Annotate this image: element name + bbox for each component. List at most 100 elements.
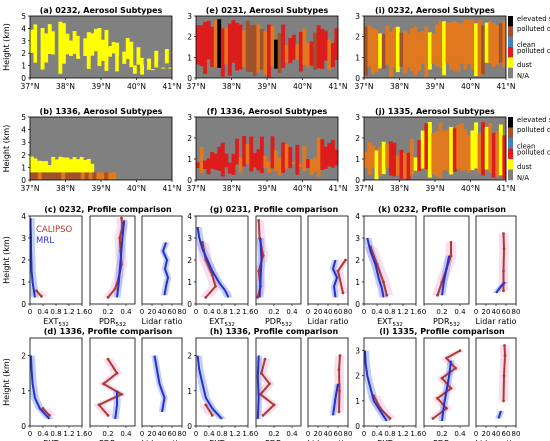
- heatmap-cell: [54, 20, 59, 75]
- y-tick-label: 2: [187, 33, 192, 42]
- heatmap-cell: [459, 23, 464, 64]
- heatmap-cell: [385, 26, 390, 65]
- heatmap-cell: [65, 172, 70, 180]
- heatmap-cell: [108, 172, 113, 180]
- x-tick-label: 39°N: [258, 82, 277, 91]
- calipso-line-point: [204, 296, 208, 299]
- heatmap-cell: [157, 63, 162, 65]
- mrl-line: [256, 355, 260, 420]
- y-tick-label: 2: [355, 134, 360, 143]
- subplot-frame: [141, 215, 183, 305]
- heatmap-cell: [168, 172, 173, 180]
- calipso-line-point: [454, 366, 457, 370]
- heatmap-cell: [481, 122, 485, 176]
- heatmap-cell: [118, 169, 123, 180]
- heatmap-panel-f: (f) 1336, Aerosol Subtypes 0 1 2 3 37°N 38°N 39…: [187, 107, 348, 193]
- heatmap-cell: [442, 130, 446, 170]
- heatmap-cell: [491, 132, 496, 178]
- aerosol-legend-legend_b: elevated somke polluted dust cleanpolluted…: [508, 116, 550, 182]
- y-tick-label: 2: [355, 33, 360, 42]
- calipso-line-point: [388, 417, 392, 420]
- heatmap-cell: [136, 47, 141, 65]
- heatmap-cell: [392, 142, 397, 177]
- y-tick-label: 1: [187, 387, 192, 396]
- heatmap-cell: [51, 156, 56, 180]
- calipso-line-point: [261, 414, 265, 417]
- calipso-line-point: [338, 354, 342, 357]
- heatmap-cell: [238, 157, 243, 173]
- mrl-line: [332, 383, 339, 416]
- calipso-line-point: [118, 236, 122, 240]
- heatmap-cell: [371, 28, 375, 74]
- calipso-line-point: [502, 232, 505, 236]
- mrl-line: [161, 242, 170, 296]
- x-tick-label: 37°N: [187, 82, 206, 91]
- x-tick-label: 39°N: [92, 82, 111, 91]
- x-tick-label: 0.4: [454, 430, 466, 438]
- x-tick-label: 20: [314, 308, 323, 316]
- x-axis-label-subscript: 532: [282, 322, 293, 328]
- y-tick-label: 1: [21, 387, 26, 396]
- heatmap-cell: [164, 49, 169, 64]
- panel-title: (l) 1335, Profile comparison: [379, 327, 505, 336]
- heatmap-cell: [90, 33, 95, 56]
- heatmap-cell: [470, 130, 475, 171]
- heatmap-cell: [466, 135, 471, 173]
- heatmap-cell: [320, 139, 325, 170]
- calipso-line-point: [436, 396, 439, 400]
- heatmap-panel-i: (i) 0232, Aerosol Subtypes 0 1 2 3 37°N 38°N 39…: [355, 6, 516, 91]
- x-tick-label: 0.4: [203, 308, 215, 316]
- mrl-line: [366, 237, 385, 298]
- x-tick-label: 1.2: [229, 430, 240, 438]
- y-tick-label: 2: [187, 256, 192, 265]
- x-axis-label: Lidar ratio: [476, 439, 517, 441]
- heatmap-cell: [224, 28, 229, 65]
- y-tick-label: 1: [355, 278, 360, 287]
- heatmap-cell: [73, 172, 78, 180]
- heatmap-cell: [378, 33, 383, 69]
- y-tick-label: 0: [187, 74, 192, 83]
- heatmap-cell: [306, 43, 310, 67]
- calipso-line-point: [502, 289, 505, 293]
- x-tick-label: 41°N: [497, 184, 516, 193]
- mrl-line: [153, 355, 166, 413]
- heatmap-cell: [213, 20, 218, 68]
- calipso-line: [259, 358, 276, 417]
- x-axis-label-subscript: 532: [450, 322, 461, 328]
- x-tick-label: 0.4: [203, 430, 215, 438]
- calipso-line-point: [337, 410, 341, 414]
- calipso-line-point: [449, 386, 453, 390]
- y-tick-label: 2: [355, 372, 360, 381]
- calipso-line-point: [102, 382, 105, 386]
- calipso-line: [502, 345, 507, 401]
- aerosol-legend-legend_a: elevated somke polluted dust cleanpolluted…: [508, 15, 550, 80]
- x-tick-label: 1.6: [76, 308, 88, 316]
- heatmap-cell: [392, 27, 397, 68]
- heatmap-panel-e: (e) 0231, Aerosol Subtypes 0 1 2 3 37°N 38°N 39…: [187, 6, 348, 91]
- x-tick-label: 0.8: [50, 430, 61, 438]
- x-tick-label: 41°N: [329, 82, 348, 91]
- heatmap-cell: [291, 34, 296, 60]
- heatmap-cell: [30, 172, 35, 180]
- heatmap-cell: [83, 38, 88, 56]
- heatmap-cell: [277, 157, 282, 176]
- x-tick-label: 37°N: [21, 184, 40, 193]
- x-axis-label: PDR532: [265, 317, 292, 328]
- mrl-line: [258, 237, 263, 298]
- x-tick-label: 20: [482, 430, 491, 438]
- heatmap-cell: [406, 152, 411, 180]
- mrl-line: [364, 350, 388, 422]
- heatmap-cell: [140, 57, 144, 75]
- x-tick-label: 0.4: [37, 308, 49, 316]
- x-tick-label: 40°N: [461, 82, 480, 91]
- x-tick-label: 1.2: [397, 308, 408, 316]
- x-tick-label: 40°N: [461, 184, 480, 193]
- heatmap-cell: [72, 157, 77, 180]
- heatmap-cell: [381, 34, 386, 69]
- heatmap-cell: [395, 26, 400, 73]
- panel-title: (b) 1336, Aerosol Subtypes: [40, 107, 163, 116]
